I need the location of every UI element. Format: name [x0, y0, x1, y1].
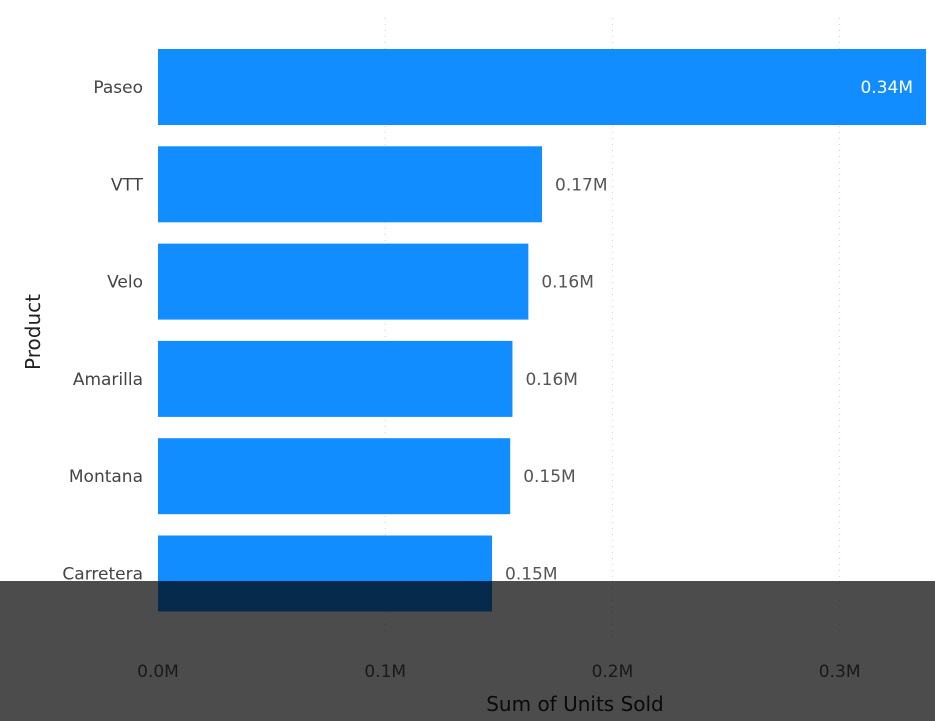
data-label: 0.17M	[555, 175, 608, 195]
data-label: 0.15M	[523, 467, 576, 487]
category-label: Paseo	[93, 78, 143, 98]
data-labels: 0.34M 0.17M 0.16M 0.16M 0.15M 0.15M	[505, 78, 913, 585]
x-tick-label: 0.2M	[592, 662, 634, 682]
bar[interactable]	[158, 438, 511, 515]
bar[interactable]	[158, 535, 493, 612]
x-axis-title: Sum of Units Sold	[486, 692, 664, 716]
x-tick-label: 0.1M	[364, 662, 406, 682]
data-label: 0.16M	[541, 273, 594, 293]
bar[interactable]	[158, 340, 513, 417]
bar[interactable]	[158, 49, 926, 125]
data-label: 0.15M	[505, 565, 558, 585]
category-label: VTT	[111, 175, 144, 195]
x-axis-tick-labels: 0.0M 0.1M 0.2M 0.3M	[137, 662, 860, 682]
y-axis-title: Product	[21, 294, 45, 370]
data-label: 0.34M	[860, 78, 913, 98]
bar[interactable]	[158, 146, 542, 223]
bar[interactable]	[158, 243, 529, 320]
x-tick-label: 0.3M	[819, 662, 861, 682]
x-tick-label: 0.0M	[137, 662, 179, 682]
category-label: Carretera	[62, 565, 143, 585]
data-label: 0.16M	[525, 370, 578, 390]
category-label: Montana	[69, 467, 143, 487]
category-label: Velo	[107, 273, 143, 293]
category-label: Amarilla	[73, 370, 143, 390]
bars	[158, 49, 926, 612]
category-labels: Paseo VTT Velo Amarilla Montana Carretera	[62, 78, 143, 585]
